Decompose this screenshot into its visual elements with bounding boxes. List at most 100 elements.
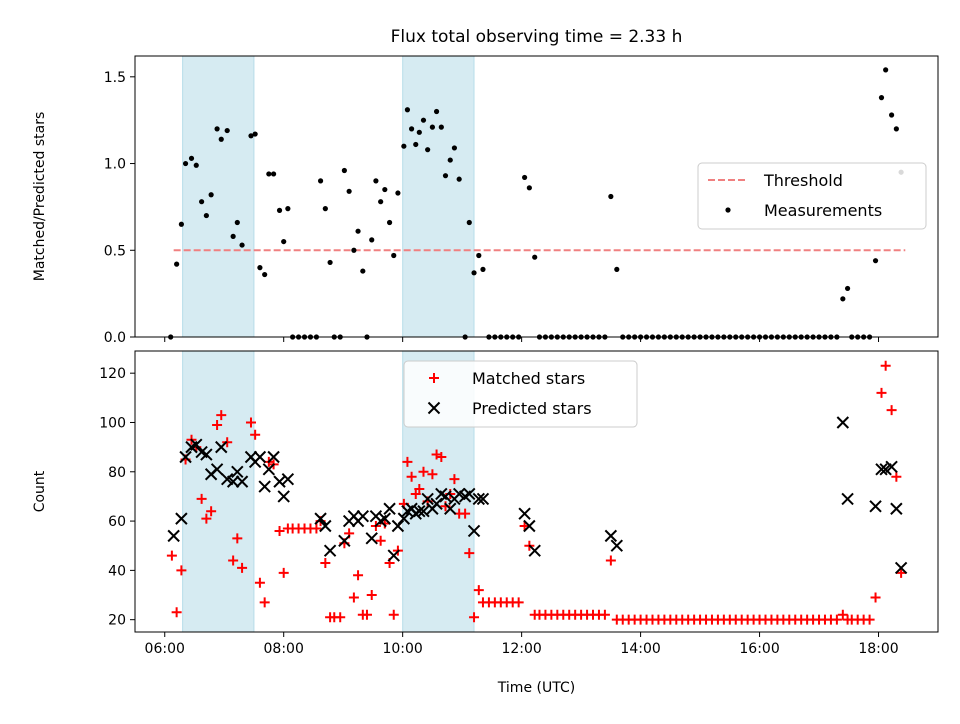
measurement-point [442,173,449,179]
measurement-point [429,124,436,130]
legend-predicted-label: Predicted stars [472,399,592,418]
predicted-point [463,487,476,501]
measurement-point [266,171,272,177]
shaded-span-1 [402,55,475,338]
measurement-point [404,107,411,113]
measurement-point [382,186,388,193]
shaded-span-0 [182,350,255,633]
measurement-point [447,157,453,163]
matched-point [379,518,390,529]
predicted-point [267,450,280,464]
predicted-point [610,539,624,552]
measurement-point [395,190,401,196]
x-tick-label: 16:00 [739,641,779,657]
measurement-point [433,108,440,115]
matched-point [259,597,270,608]
matched-point [274,525,285,536]
matched-point [473,585,484,596]
measurement-point [174,261,180,267]
measurement-point [224,127,230,134]
measurement-point [844,285,851,292]
predicted-point [356,509,370,523]
measurement-point [182,160,189,167]
matched-point [418,466,429,477]
predicted-point [841,492,854,506]
legend-predicted-swatch [427,401,441,415]
matched-point [361,609,372,620]
measurement-point [360,268,366,274]
y-tick-label: 1.5 [104,70,126,86]
matched-point [245,417,256,428]
matched-point [353,570,364,581]
matched-point [880,360,891,371]
matched-point [335,612,346,623]
matched-point [237,562,248,573]
matched-point [513,597,524,608]
measurement-point [373,178,379,184]
predicted-point [338,534,351,548]
y-tick-label: 100 [99,415,126,431]
axes-frame [134,55,939,338]
matched-point [460,508,471,519]
predicted-point [175,512,188,525]
measurement-point [239,242,245,248]
predicted-point [890,502,903,515]
measurement-point [369,237,375,243]
measurement-point [872,258,879,264]
measurement-point [346,188,352,194]
predicted-point [894,561,908,575]
matched-point [176,565,187,576]
predicted-point [523,519,536,533]
predicted-point [262,463,276,476]
measurement-point [471,270,477,276]
predicted-point [258,480,271,493]
measurement-point [218,136,224,142]
matched-point [348,592,359,603]
legend-matched-swatch [429,373,439,383]
legend-box [403,360,638,428]
predicted-point [200,448,213,461]
legend-box [697,162,927,230]
y-tick-label: 60 [108,514,126,530]
predicted-point [215,440,228,454]
predicted-point [885,460,898,474]
measurement-point [208,192,214,198]
measurement-point [234,219,240,226]
predicted-point [281,472,295,486]
x-tick-label: 08:00 [264,641,304,657]
matched-point [206,506,217,517]
y-tick-label: 1.0 [104,157,126,173]
matched-point [375,535,386,546]
matched-point [436,451,447,462]
y-axis-label: Count [32,470,48,512]
measurement-point [248,133,254,139]
matched-point [896,567,907,578]
predicted-point [365,532,378,545]
predicted-point [397,512,411,525]
y-tick-label: 0.0 [104,330,126,346]
matched-point [232,533,243,544]
measurement-point [893,126,899,132]
matched-point [212,419,223,430]
matched-point [837,609,848,620]
matched-point [876,387,887,398]
matched-point [519,521,530,532]
matched-point [166,550,177,561]
y-tick-label: 40 [108,563,126,579]
predicted-point [439,490,452,503]
measurement-point [270,171,277,177]
matched-point [216,410,227,421]
matched-point [201,513,212,524]
predicted-point [383,502,396,515]
matched-point [366,590,377,601]
predicted-point [253,450,267,464]
measurement-point [276,207,283,213]
predicted-point [476,492,490,506]
predicted-point [413,505,426,518]
matched-point [254,577,265,588]
matched-point [402,456,413,467]
measurement-point [883,67,889,73]
measurement-point [178,221,184,227]
predicted-point [387,549,400,562]
predicted-point [235,475,249,488]
